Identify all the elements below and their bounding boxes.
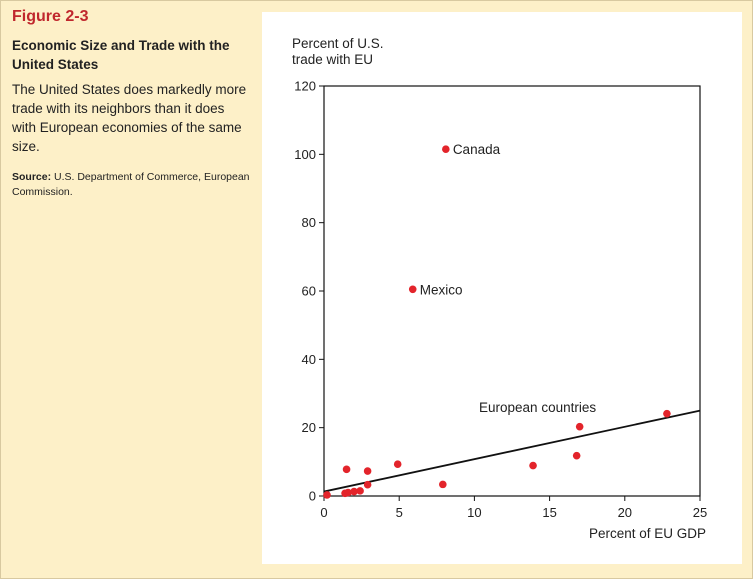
x-tick-label: 0 [320, 505, 327, 520]
point-label: Mexico [420, 282, 463, 297]
data-point [529, 461, 537, 470]
y-tick-label: 100 [294, 147, 316, 162]
scatter-chart: 0 5 10 15 20 25 0 20 40 60 80 100 120 Percent of U.S.… [292, 36, 707, 541]
data-point [356, 487, 364, 495]
y-tick-label: 20 [302, 420, 316, 435]
data-point [575, 422, 584, 431]
figure-label: Figure 2-3 [12, 8, 89, 25]
data-point [408, 285, 417, 294]
x-tick-label: 20 [618, 505, 632, 520]
point-label: Canada [453, 142, 501, 157]
y-axis-title: trade with EU [292, 52, 373, 67]
plot-frame [323, 85, 701, 497]
y-tick-label: 40 [302, 352, 316, 367]
source-label: Source: [12, 171, 52, 183]
x-tick-label: 25 [693, 505, 707, 520]
chart-panel: 0 5 10 15 20 25 0 20 40 60 80 100 120 Percent of U.S.… [262, 12, 742, 564]
trend-line-label: European countries [479, 400, 596, 415]
figure-caption: Figure 2-3 Economic Size and Trade with … [12, 8, 252, 200]
data-point [350, 487, 358, 496]
data-point [439, 480, 447, 489]
source-text: U.S. Department of Commerce, European Co… [12, 171, 250, 198]
data-point [344, 488, 352, 497]
x-tick-label: 15 [542, 505, 556, 520]
y-tick-label: 120 [294, 79, 316, 94]
x-axis-title: Percent of EU GDP [589, 526, 706, 541]
data-point [342, 465, 351, 474]
data-point [663, 409, 671, 418]
data-point [323, 491, 331, 499]
y-axis-title: Percent of U.S. [292, 36, 384, 51]
trend-line [323, 409, 701, 493]
data-point [393, 460, 402, 469]
figure-description: The United States does markedly more tra… [12, 82, 247, 154]
data-point [572, 451, 581, 460]
data-point [363, 467, 372, 475]
x-tick-label: 5 [396, 505, 403, 520]
data-point [442, 145, 450, 154]
figure-source: Source: U.S. Department of Commerce, Eur… [12, 170, 252, 200]
y-tick-label: 80 [302, 215, 316, 230]
data-point [363, 480, 372, 489]
y-tick-label: 60 [302, 284, 316, 299]
x-tick-label: 10 [467, 505, 481, 520]
y-tick-label: 0 [309, 489, 316, 504]
figure-title: Economic Size and Trade with the United … [12, 38, 230, 72]
